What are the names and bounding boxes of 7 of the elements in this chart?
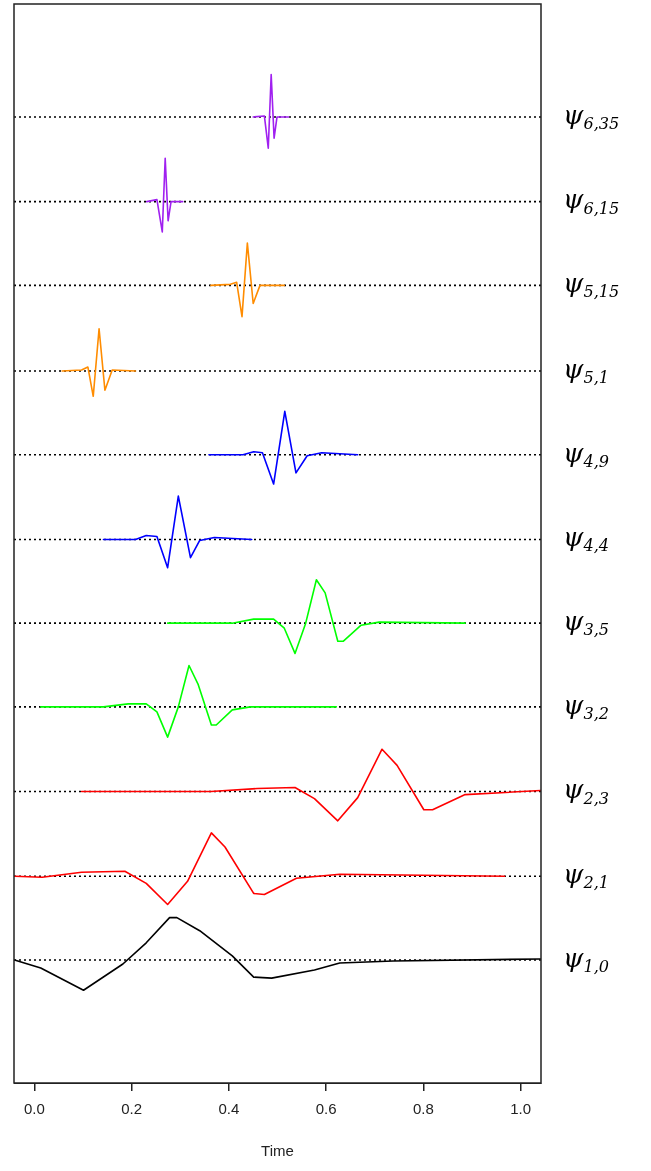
x-tick-label: 0.4	[218, 1100, 240, 1118]
x-tick-label: 0.8	[412, 1100, 434, 1118]
x-tick-label: 1.0	[510, 1100, 532, 1118]
x-axis-title: Time	[261, 1142, 294, 1160]
x-tick-label: 0.2	[121, 1100, 143, 1118]
x-tick-label: 0.6	[315, 1100, 337, 1118]
x-tick-label: 0.0	[23, 1100, 45, 1118]
